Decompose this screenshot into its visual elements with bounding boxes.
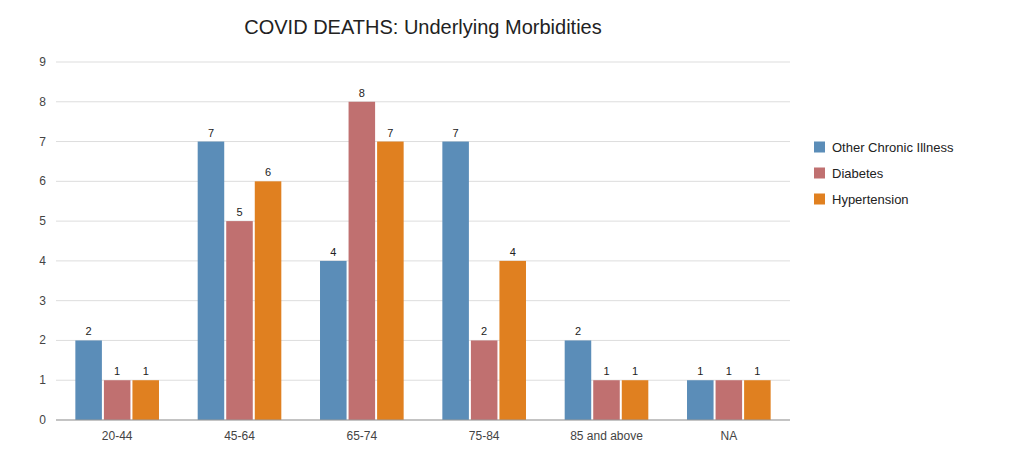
- y-tick-label: 4: [39, 254, 46, 268]
- grid-line: [56, 221, 790, 222]
- legend-label: Hypertension: [832, 192, 909, 207]
- bar: [687, 380, 714, 420]
- x-tick-label: NA: [720, 429, 737, 443]
- data-label: 1: [603, 365, 609, 377]
- data-label: 8: [359, 87, 365, 99]
- y-tick-label: 2: [39, 333, 46, 347]
- y-tick-label: 1: [39, 373, 46, 387]
- bar: [622, 380, 649, 420]
- bar: [226, 221, 253, 420]
- bar: [471, 340, 498, 420]
- grid-line: [56, 300, 790, 301]
- bar: [255, 181, 282, 420]
- y-tick-label: 3: [39, 294, 46, 308]
- y-tick-label: 6: [39, 174, 46, 188]
- data-label: 2: [575, 325, 581, 337]
- data-label: 7: [208, 127, 214, 139]
- x-axis-line: [56, 420, 790, 421]
- data-label: 7: [387, 127, 393, 139]
- bar: [744, 380, 771, 420]
- grid-line: [56, 101, 790, 102]
- data-label: 1: [114, 365, 120, 377]
- legend-swatch: [814, 194, 825, 205]
- grid-line: [56, 380, 790, 381]
- data-label: 4: [510, 246, 516, 258]
- legend-label: Diabetes: [832, 166, 884, 181]
- legend-swatch: [814, 168, 825, 179]
- y-tick-label: 9: [39, 55, 46, 69]
- bar: [716, 380, 743, 420]
- data-label: 1: [726, 365, 732, 377]
- bar: [442, 142, 469, 420]
- y-tick-label: 7: [39, 135, 46, 149]
- bar: [349, 102, 376, 420]
- x-tick-label: 45-64: [224, 429, 255, 443]
- y-tick-label: 5: [39, 214, 46, 228]
- grid-line: [56, 181, 790, 182]
- bar: [132, 380, 159, 420]
- chart-container: COVID DEATHS: Underlying Morbidities 0 1 2 3…: [0, 0, 1024, 468]
- bar: [499, 261, 526, 420]
- data-label: 1: [697, 365, 703, 377]
- grid: [56, 62, 790, 420]
- legend-swatch: [814, 142, 825, 153]
- chart-title: COVID DEATHS: Underlying Morbidities: [244, 16, 602, 38]
- bar: [320, 261, 347, 420]
- chart-svg: COVID DEATHS: Underlying Morbidities 0 1 2 3…: [0, 0, 1024, 468]
- data-label: 7: [453, 127, 459, 139]
- grid-line: [56, 62, 790, 63]
- legend: Other Chronic Illness Diabetes Hypertensio…: [814, 140, 954, 207]
- bar: [75, 340, 102, 420]
- data-label: 1: [143, 365, 149, 377]
- y-tick-label: 8: [39, 95, 46, 109]
- bar: [104, 380, 131, 420]
- data-label: 5: [236, 206, 242, 218]
- bar: [565, 340, 592, 420]
- x-tick-label: 65-74: [346, 429, 377, 443]
- x-tick-label: 20-44: [102, 429, 133, 443]
- data-label: 2: [481, 325, 487, 337]
- data-label: 2: [86, 325, 92, 337]
- x-tick-label: 75-84: [469, 429, 500, 443]
- grid-line: [56, 141, 790, 142]
- data-label: 1: [754, 365, 760, 377]
- bars: [75, 102, 770, 420]
- grid-line: [56, 260, 790, 261]
- y-tick-label: 0: [39, 413, 46, 427]
- data-labels: 2 7 4 7 2 1 1 5 8 2 1 1 1 6 7 4 1 1: [86, 87, 761, 377]
- bar: [198, 142, 225, 420]
- legend-label: Other Chronic Illness: [832, 140, 954, 155]
- x-tick-label: 85 and above: [570, 429, 643, 443]
- data-label: 6: [265, 166, 271, 178]
- bar: [593, 380, 620, 420]
- data-label: 4: [330, 246, 336, 258]
- grid-line: [56, 340, 790, 341]
- data-label: 1: [632, 365, 638, 377]
- bar: [377, 142, 404, 420]
- grid-line: [56, 420, 790, 421]
